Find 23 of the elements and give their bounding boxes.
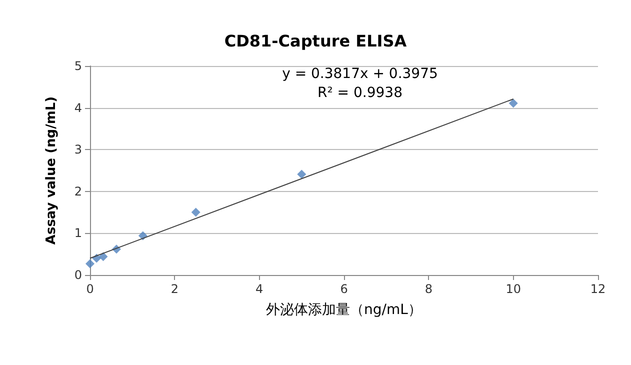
x-tick-label: 10 <box>506 282 521 296</box>
y-tick-label: 4 <box>74 100 82 115</box>
x-tick-label: 0 <box>86 282 94 296</box>
x-tick-label: 4 <box>256 282 264 296</box>
y-tick-label: 2 <box>74 184 82 198</box>
y-tick-label: 0 <box>74 268 82 282</box>
point <box>191 208 200 217</box>
x-tick-label: 8 <box>424 282 432 296</box>
chart-title: CD81-Capture ELISA <box>224 32 408 50</box>
annotation: y = 0.3817x + 0.3975 <box>282 66 438 82</box>
point <box>86 259 94 268</box>
point <box>98 252 108 262</box>
y-axis-title: Assay value (ng/mL) <box>44 96 59 245</box>
y-tick-label: 1 <box>74 226 82 240</box>
x-tick-label: 6 <box>340 282 348 296</box>
y-tick-label: 3 <box>74 142 82 157</box>
annotation: R² = 0.9938 <box>318 85 402 101</box>
x-tick-label: 2 <box>170 282 178 296</box>
x-tick-label: 12 <box>590 282 606 296</box>
y-tick-label: 5 <box>74 59 82 73</box>
x-axis-title: 外泌体添加量（ng/mL） <box>266 302 422 318</box>
point <box>297 170 306 179</box>
point <box>508 98 518 108</box>
